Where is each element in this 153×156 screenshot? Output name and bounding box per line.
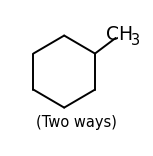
Text: CH: CH	[106, 25, 133, 44]
Text: (Two ways): (Two ways)	[36, 115, 116, 130]
Text: 3: 3	[131, 33, 140, 49]
